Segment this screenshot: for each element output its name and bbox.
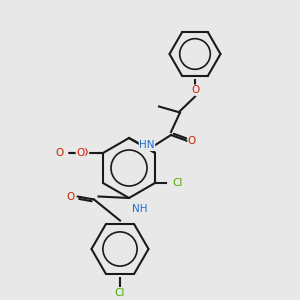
Text: O: O: [56, 148, 64, 158]
Text: O: O: [67, 191, 75, 202]
Text: O: O: [188, 136, 196, 146]
Text: O: O: [76, 148, 84, 158]
Text: Cl: Cl: [172, 178, 183, 188]
Text: HN: HN: [139, 140, 155, 151]
Text: Cl: Cl: [115, 287, 125, 298]
Text: O: O: [191, 85, 199, 95]
Text: O: O: [80, 148, 88, 158]
Text: NH: NH: [132, 204, 147, 214]
